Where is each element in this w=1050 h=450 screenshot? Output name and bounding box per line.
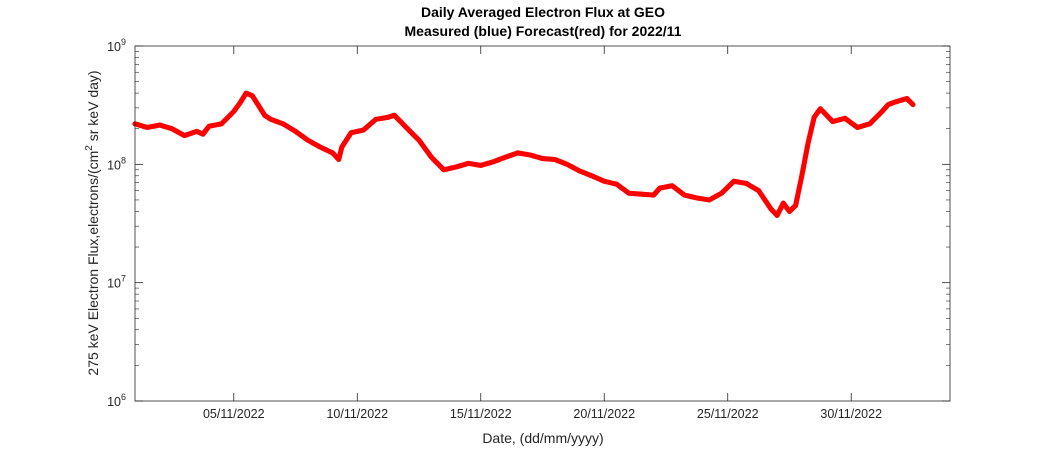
forecast-series: [132, 90, 916, 219]
y-tick-label: 108: [107, 155, 126, 172]
y-axis-label-sup: 2: [84, 145, 95, 151]
y-tick-label: 107: [107, 274, 126, 291]
plot-frame: [134, 45, 951, 402]
y-tick-base: 10: [107, 40, 121, 54]
x-tick-label: 30/11/2022: [820, 407, 882, 421]
x-tick-label: 05/11/2022: [203, 407, 265, 421]
x-tick-label: 10/11/2022: [326, 407, 388, 421]
y-axis-label-main: 275 keV Electron Flux,electrons/(cm: [85, 151, 101, 376]
chart-subtitle: Measured (blue) Forecast(red) for 2022/1…: [405, 23, 682, 39]
x-tick-label: 20/11/2022: [573, 407, 635, 421]
y-tick-label: 106: [107, 392, 126, 409]
y-tick-base: 10: [107, 277, 121, 291]
y-tick-base: 10: [107, 158, 121, 172]
y-tick-exp: 7: [121, 274, 126, 284]
y-tick-exp: 9: [121, 37, 126, 47]
x-tick-label: 15/11/2022: [450, 407, 512, 421]
axis-ticks: 05/11/2022 10/11/2022 15/11/2022 20/11/2022…: [107, 37, 950, 421]
x-tick-label: 25/11/2022: [697, 407, 759, 421]
y-tick-exp: 8: [121, 155, 126, 165]
y-tick-exp: 6: [121, 392, 126, 402]
y-tick-label: 109: [107, 37, 126, 54]
y-tick-base: 10: [107, 395, 121, 409]
data-point: [910, 101, 916, 108]
chart-title: Daily Averaged Electron Flux at GEO: [421, 4, 665, 20]
y-axis-label: 275 keV Electron Flux,electrons/(cm2 sr …: [84, 70, 101, 375]
x-axis-label: Date, (dd/mm/yyyy): [482, 430, 603, 446]
y-axis-label-tail: sr keV day): [85, 70, 101, 145]
